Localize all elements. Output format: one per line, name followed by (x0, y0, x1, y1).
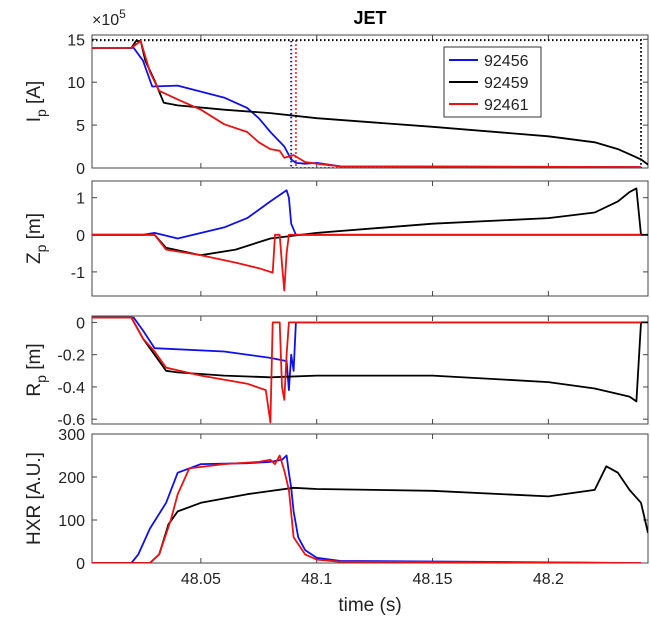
axes-frame (91, 180, 649, 297)
y-axis-label: Rp [m] (24, 343, 49, 396)
y-tick-label: 100 (58, 513, 85, 530)
series-line-92461 (92, 454, 642, 563)
legend-label-92459: 92459 (484, 75, 529, 92)
y-tick-label: 0 (76, 228, 85, 245)
y-tick-label: -0.2 (57, 348, 85, 365)
series-line-92456 (92, 47, 642, 168)
legend-label-92461: 92461 (484, 97, 529, 114)
x-axis-label: time (s) (338, 595, 401, 616)
series-line-92461 (92, 316, 641, 424)
y-tick-label: 0 (76, 556, 85, 573)
y-tick-label: 200 (58, 470, 85, 487)
panel-ip: 0 5 10 15 Ip [A] ×105 92456 92459 92461 (24, 7, 649, 178)
y-axis-label: Zp [m] (24, 213, 49, 264)
y-tick-label: 5 (76, 118, 85, 135)
panel-rp: 0 -0.2 -0.4 -0.6 Rp [m] (24, 315, 649, 429)
series-line-92459 (92, 187, 648, 257)
axes-frame (91, 315, 649, 425)
reference-line-92459 (92, 39, 642, 168)
y-tick-label: 1 (76, 191, 85, 208)
figure-title: JET (353, 8, 386, 28)
y-multiplier: ×105 (92, 7, 126, 29)
chart-panels: 0 5 10 15 Ip [A] ×105 92456 92459 92461 -1 0 1 Zp [m… (24, 7, 649, 588)
series-line-92459 (92, 40, 648, 166)
legend: 92456 92459 92461 (443, 46, 542, 118)
series-line-92456 (92, 454, 642, 563)
x-tick-label: 48.1 (301, 571, 332, 588)
panel-hxr: 0 100 200 300 48.05 48.1 48.15 48.2 HXR [A.U.] (24, 427, 649, 588)
x-tick-label: 48.15 (413, 571, 453, 588)
panel-zp: -1 0 1 Zp [m] (24, 180, 649, 297)
axes-frame (91, 433, 649, 564)
series-line-92461 (92, 233, 641, 292)
y-tick-label: 0 (76, 315, 85, 332)
y-tick-label: 10 (67, 75, 85, 92)
series-line-92456 (92, 189, 641, 240)
y-axis-label: HXR [A.U.] (24, 452, 45, 545)
series-line-92456 (92, 316, 641, 391)
y-tick-label: -1 (71, 265, 85, 282)
y-tick-label: 300 (58, 427, 85, 444)
x-tick-label: 48.05 (181, 571, 221, 588)
axes-frame (91, 34, 649, 169)
x-tick-label: 48.2 (533, 571, 564, 588)
y-tick-label: -0.4 (57, 380, 85, 397)
series-line-92461 (92, 40, 642, 168)
series-line-92459 (92, 316, 648, 403)
y-tick-label: -0.6 (57, 412, 85, 429)
legend-label-92456: 92456 (484, 53, 529, 70)
y-axis-label: Ip [A] (24, 81, 49, 123)
y-tick-label: 15 (67, 32, 85, 49)
y-tick-label: 0 (76, 161, 85, 178)
